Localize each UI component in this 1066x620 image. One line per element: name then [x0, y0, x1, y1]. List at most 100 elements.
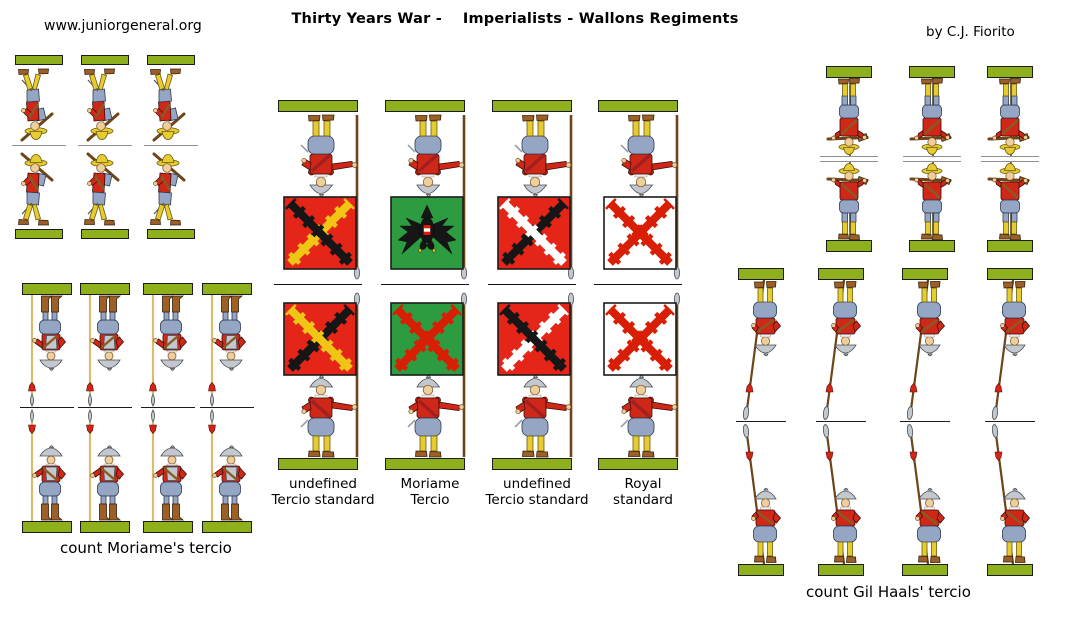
- pikeman-figure-inverted: [202, 295, 252, 407]
- fold-line: [900, 421, 950, 423]
- base-strip: [81, 229, 129, 239]
- saltire-arm-ragged: [499, 304, 569, 374]
- crown-dot: [418, 248, 422, 253]
- base-strip: [147, 55, 195, 65]
- flag-face-top: [283, 196, 357, 270]
- fold-line: [144, 145, 198, 149]
- fold-line: [816, 421, 866, 423]
- base-strip: [987, 268, 1033, 280]
- fold-line: [381, 284, 469, 285]
- saltire-arm-ragged: [605, 198, 675, 268]
- base-strip: [826, 240, 872, 252]
- pikeman-cutout: [78, 283, 132, 533]
- imperial-eagle-icon: [397, 204, 457, 255]
- base-strip: [278, 458, 358, 470]
- base-strip: [738, 564, 784, 576]
- standard-label: undefined Tercio standard: [485, 476, 589, 509]
- fold-line: [78, 407, 132, 409]
- flag-face-top: [390, 196, 464, 270]
- standard-label: Moriame Tercio: [400, 476, 460, 509]
- base-strip: [278, 100, 358, 112]
- musketeer-figure-inverted: [909, 78, 955, 156]
- pikeman-figure-inverted: [80, 295, 130, 407]
- base-strip: [987, 240, 1033, 252]
- saltire-arm-ragged: [499, 198, 569, 268]
- musketeer-cutout: [12, 55, 66, 239]
- author-credit: by C.J. Fiorito: [926, 24, 1015, 40]
- flag-face-bottom: [390, 302, 464, 376]
- saltire-arm-ragged: [285, 198, 355, 268]
- base-strip: [598, 458, 678, 470]
- pikeman-cutout: [900, 268, 950, 576]
- fold-line: [200, 407, 254, 409]
- pikeman-figure: [22, 409, 72, 521]
- base-strip: [909, 240, 955, 252]
- pikeman-cutout: [736, 268, 786, 576]
- pikeman-cutout: [985, 268, 1035, 576]
- fold-line: [78, 145, 132, 149]
- base-strip: [143, 283, 193, 295]
- fold-line: [141, 407, 195, 409]
- standard-cutout: Moriame Tercio: [381, 100, 475, 508]
- flag-face-top: [603, 196, 677, 270]
- saltire-arm-ragged: [285, 304, 355, 374]
- musketeer-figure: [147, 149, 195, 229]
- saltire-arm-ragged: [285, 198, 355, 268]
- pikeman-figure-inverted: [738, 280, 784, 421]
- fold-line: [594, 284, 682, 285]
- pikeman-cutout: [816, 268, 866, 576]
- pikeman-figure-inverted: [143, 295, 193, 407]
- base-strip: [987, 564, 1033, 576]
- saltire-arm-ragged: [605, 304, 675, 374]
- musketeer-figure: [987, 162, 1033, 240]
- musketeer-figure-inverted: [15, 65, 63, 145]
- base-strip: [147, 229, 195, 239]
- pikeman-figure: [902, 423, 948, 564]
- base-strip: [143, 521, 193, 533]
- base-strip: [385, 458, 465, 470]
- tercio-caption: count Moriame's tercio: [60, 539, 232, 557]
- saltire-arm-ragged: [605, 198, 675, 268]
- pikeman-cutout: [200, 283, 254, 533]
- base-strip: [15, 55, 63, 65]
- base-strip: [492, 458, 572, 470]
- pikeman-figure-inverted: [818, 280, 864, 421]
- saltire-arm-ragged: [392, 304, 462, 374]
- base-strip: [80, 283, 130, 295]
- saltire-arm-ragged: [285, 304, 355, 374]
- pikeman-figure: [818, 423, 864, 564]
- base-strip: [818, 268, 864, 280]
- austria-shield-stripe: [423, 231, 431, 235]
- base-strip: [202, 283, 252, 295]
- base-strip: [202, 521, 252, 533]
- musketeer-figure: [826, 162, 872, 240]
- fold-line: [903, 156, 961, 162]
- musketeer-cutout: [78, 55, 132, 239]
- base-strip: [909, 66, 955, 78]
- tercio-caption: count Gil Haals' tercio: [806, 583, 971, 601]
- base-strip: [738, 268, 784, 280]
- site-url: www.juniorgeneral.org: [44, 18, 202, 34]
- fold-line: [820, 156, 878, 162]
- base-strip: [385, 100, 465, 112]
- musketeer-figure-inverted: [826, 78, 872, 156]
- musketeer-figure: [81, 149, 129, 229]
- flag-face-bottom: [497, 302, 571, 376]
- musketeer-figure-inverted: [81, 65, 129, 145]
- standard-label: undefined Tercio standard: [271, 476, 375, 509]
- pikeman-cutout: [20, 283, 74, 533]
- base-strip: [15, 229, 63, 239]
- musketeer-cutout: [144, 55, 198, 239]
- musketeer-figure: [15, 149, 63, 229]
- base-strip: [80, 521, 130, 533]
- pikeman-figure: [143, 409, 193, 521]
- musketeer-cutout: [820, 66, 878, 252]
- base-strip: [902, 268, 948, 280]
- pikeman-figure: [202, 409, 252, 521]
- standard-label: Royal standard: [613, 476, 673, 509]
- fold-line: [981, 156, 1039, 162]
- saltire-arm-ragged: [605, 304, 675, 374]
- fold-line: [488, 284, 576, 285]
- base-strip: [598, 100, 678, 112]
